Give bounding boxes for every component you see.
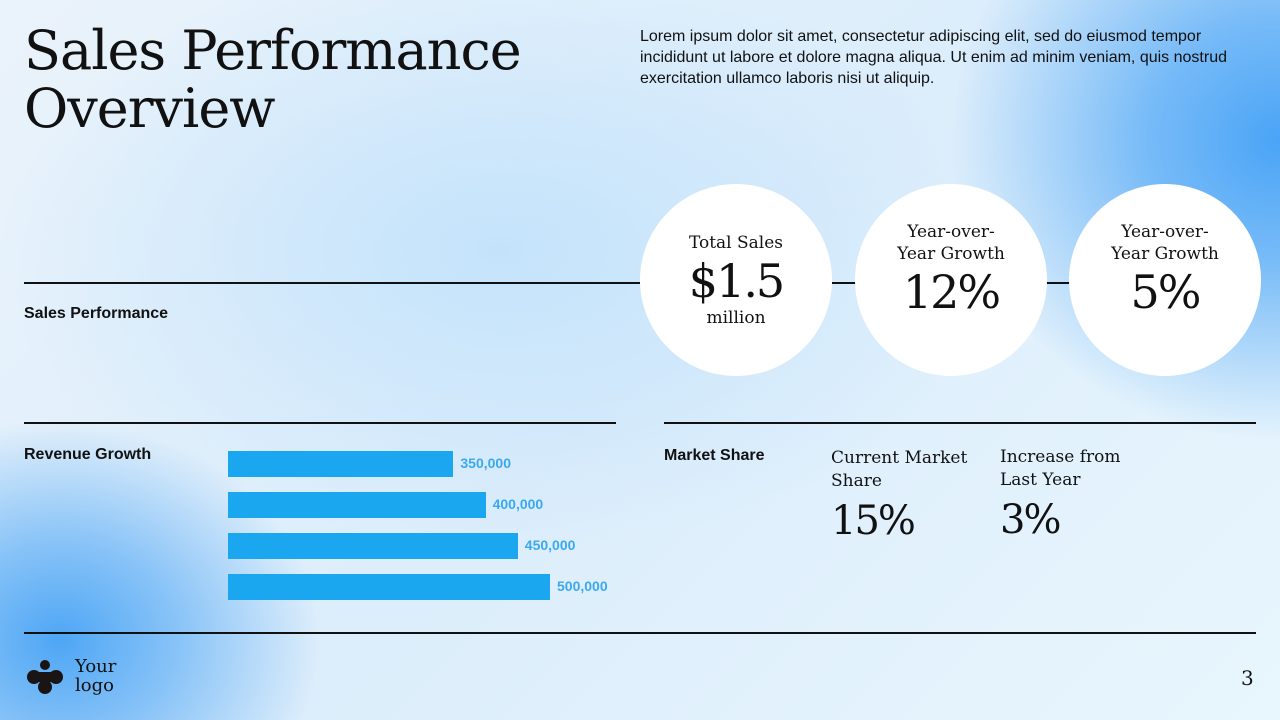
logo-icon [27, 660, 63, 694]
kpi-title: Total Sales [688, 233, 784, 253]
kpi-yoy-growth-2: Year-over-Year Growth 5% [1069, 184, 1261, 376]
bar-3 [228, 533, 518, 559]
market-share-increase-title: Increase from Last Year [1000, 447, 1121, 490]
section-label-revenue-growth: Revenue Growth [24, 446, 152, 463]
bar-1 [228, 451, 454, 477]
divider [1046, 282, 1070, 284]
page-number: 3 [1241, 666, 1254, 690]
kpi-unit: million [706, 308, 766, 328]
kpi-title: Year-over-Year Growth [897, 222, 1005, 264]
market-share-current-value: 15% [831, 498, 916, 544]
logo-text: Your logo [75, 656, 117, 696]
divider [24, 422, 616, 424]
kpi-total-sales: Total Sales $1.5 million [640, 184, 832, 376]
kpi-value: 5% [1130, 265, 1202, 319]
kpi-value: $1.5 [688, 254, 785, 308]
divider [24, 282, 640, 284]
bar-2 [228, 492, 486, 518]
kpi-yoy-growth: Year-over-Year Growth 12% [855, 184, 1047, 376]
bar-label-3: 450,000 [524, 537, 576, 553]
kpi-value: 12% [902, 265, 1001, 319]
bar-label-4: 500,000 [557, 578, 608, 594]
intro-text: Lorem ipsum dolor sit amet, consectetur … [640, 28, 1227, 87]
market-share-increase-value: 3% [1000, 497, 1061, 543]
divider [24, 632, 1256, 634]
bar-label-1: 350,000 [460, 455, 511, 471]
market-share-current-title: Current Market Share [831, 448, 968, 491]
bar-4 [228, 574, 550, 600]
kpi-title: Year-over-Year Growth [1111, 222, 1219, 264]
section-label-market-share: Market Share [664, 447, 765, 464]
section-label-sales-performance: Sales Performance [24, 305, 169, 322]
bar-label-2: 400,000 [492, 496, 544, 512]
page-title: Sales Performance Overview [24, 19, 522, 140]
divider [832, 282, 856, 284]
divider [664, 422, 1256, 424]
